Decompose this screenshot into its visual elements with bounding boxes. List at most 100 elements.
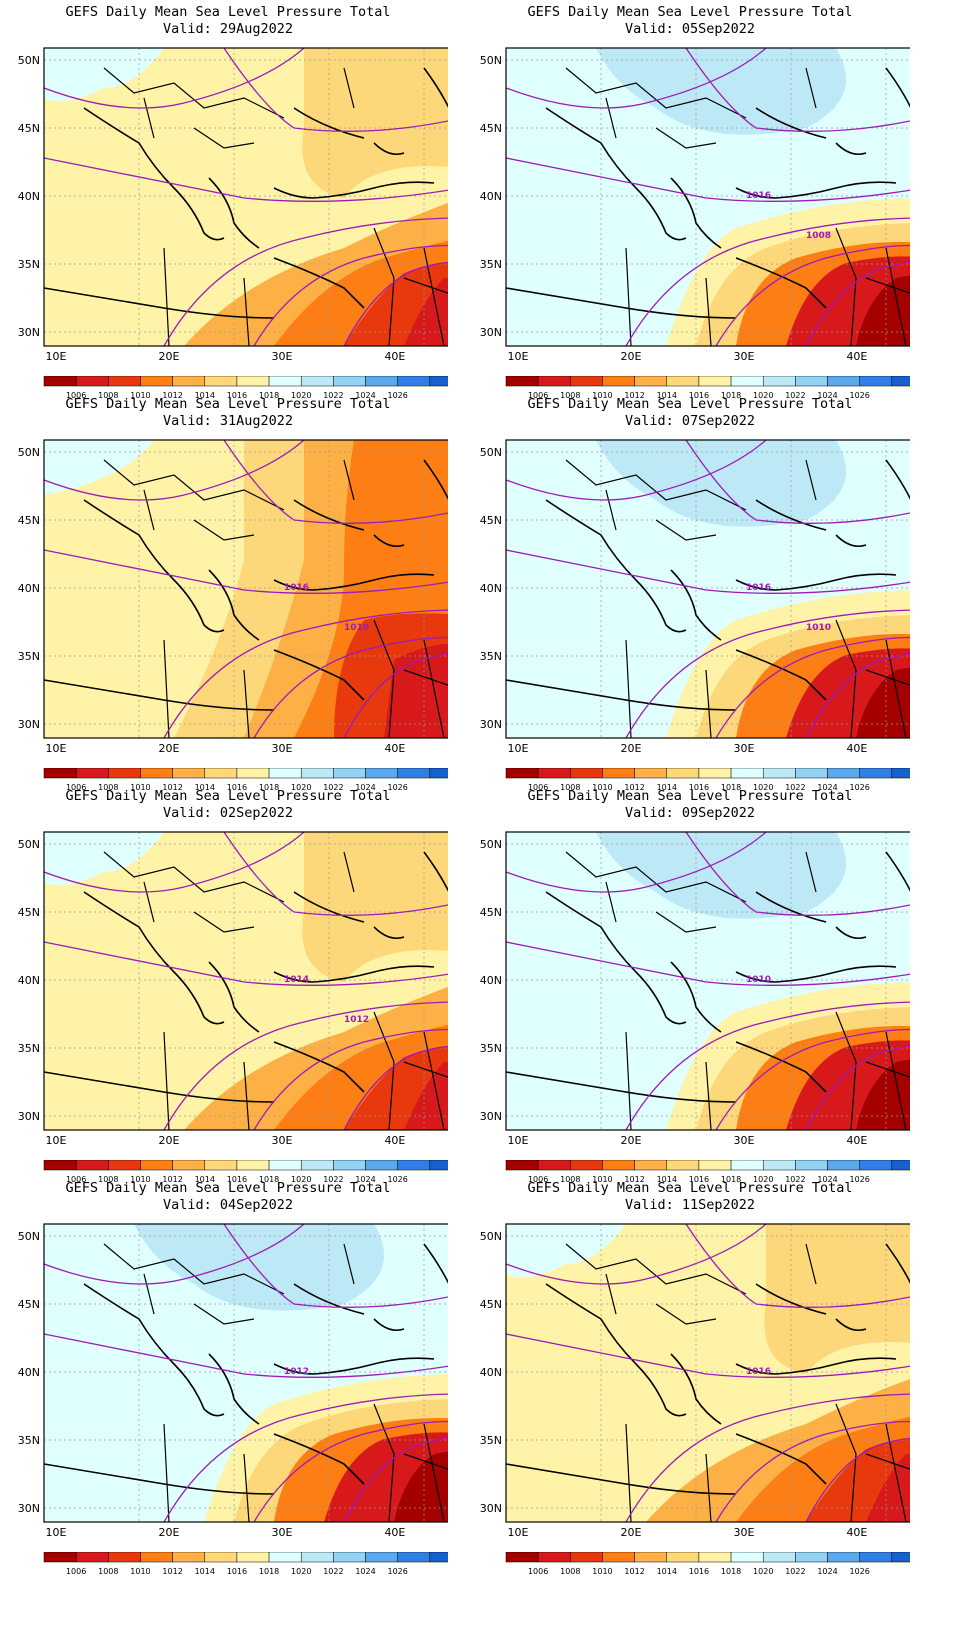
latitude-label: 50N — [18, 54, 40, 67]
map-plot-area: 1010 — [506, 832, 910, 1130]
colorbar-label: 1024 — [817, 391, 837, 400]
longitude-label: 30E — [733, 350, 754, 363]
longitude-label: 40E — [384, 742, 405, 755]
colorbar-swatch — [268, 376, 302, 387]
colorbar-swatch — [43, 1552, 77, 1563]
isobar-line — [715, 1420, 910, 1522]
colorbar-swatch — [108, 1160, 141, 1171]
colorbar-label: 1020 — [753, 1567, 773, 1576]
colorbar-swatch — [172, 768, 206, 779]
coastline — [44, 459, 448, 711]
colorbar-swatch — [172, 376, 206, 387]
isobar-line — [44, 832, 305, 893]
isobar-line — [715, 244, 910, 346]
colorbar-swatch — [602, 768, 635, 779]
colorbar-swatch — [505, 376, 539, 387]
colorbar-swatch — [300, 768, 334, 779]
colorbar-swatch — [795, 1552, 828, 1563]
colorbar-label: 1012 — [624, 391, 644, 400]
pressure-colorbar: 1006 1008 1010 1012 1014 1016 1018 1020 1022 1024… — [505, 376, 910, 400]
colorbar-swatch — [236, 1160, 270, 1171]
colorbar-swatch — [204, 376, 238, 387]
panel-valid-date: Valid: 31Aug2022 — [162, 413, 294, 429]
coastline — [506, 459, 910, 711]
colorbar-swatch — [505, 768, 539, 779]
longitude-label: 20E — [158, 1526, 179, 1539]
colorbar-label: 1022 — [785, 391, 805, 400]
colorbar-swatch — [365, 1552, 398, 1563]
colorbar-label: 1026 — [850, 391, 870, 400]
coastline — [44, 851, 448, 1103]
colorbar-swatch — [505, 1160, 539, 1171]
colorbar-swatch — [634, 768, 668, 779]
colorbar-swatch — [429, 1160, 448, 1171]
latitude-label: 30N — [18, 326, 40, 339]
colorbar-label: 1008 — [98, 391, 118, 400]
colorbar-label: 1016 — [689, 1175, 709, 1184]
latitude-label: 40N — [18, 190, 40, 203]
isobar-line — [44, 440, 305, 501]
colorbar-swatch — [891, 376, 910, 387]
colorbar-swatch — [365, 1160, 398, 1171]
latitude-label: 50N — [18, 446, 40, 459]
colorbar-label: 1026 — [850, 783, 870, 792]
panel-valid-date: Valid: 05Sep2022 — [624, 21, 756, 37]
latitude-label: 45N — [480, 514, 502, 527]
isobar-line — [625, 609, 910, 738]
colorbar-label: 1018 — [259, 1175, 279, 1184]
latitude-label: 50N — [480, 54, 502, 67]
latitude-label: 50N — [18, 838, 40, 851]
map-panel: GEFS Daily Mean Sea Level Pressure Total… — [470, 784, 910, 1184]
isobar-line — [44, 941, 448, 986]
colorbar-label: 1006 — [66, 783, 86, 792]
colorbar-label: 1026 — [388, 783, 408, 792]
panel-title: GEFS Daily Mean Sea Level Pressure Total — [527, 4, 853, 20]
colorbar-label: 1024 — [817, 1175, 837, 1184]
pressure-band — [44, 440, 154, 495]
country-border — [103, 1243, 448, 1522]
colorbar-swatch — [730, 1552, 764, 1563]
colorbar-swatch — [300, 1552, 334, 1563]
map-panel: GEFS Daily Mean Sea Level Pressure Total… — [470, 0, 910, 400]
isobar-line — [506, 941, 910, 986]
colorbar-swatch — [570, 768, 603, 779]
colorbar-swatch — [333, 376, 366, 387]
country-border — [103, 67, 448, 346]
colorbar-swatch — [236, 1552, 270, 1563]
colorbar-swatch — [236, 376, 270, 387]
colorbar-swatch — [762, 376, 796, 387]
colorbar-label: 1012 — [624, 783, 644, 792]
colorbar-label: 1008 — [560, 783, 580, 792]
colorbar-label: 1012 — [162, 1567, 182, 1576]
isobar-line — [223, 440, 448, 524]
isobar-label: 1010 — [746, 975, 771, 985]
colorbar-label: 1020 — [291, 783, 311, 792]
isobar-line — [625, 1001, 910, 1130]
pressure-band — [596, 48, 846, 135]
colorbar-swatch — [333, 1160, 366, 1171]
colorbar-swatch — [570, 1552, 603, 1563]
latitude-label: 50N — [480, 446, 502, 459]
colorbar-label: 1010 — [592, 391, 612, 400]
colorbar-label: 1016 — [227, 783, 247, 792]
colorbar-label: 1026 — [388, 1175, 408, 1184]
isobar-label: 1016 — [284, 583, 309, 593]
isobar-line — [805, 1437, 910, 1522]
panel-valid-date: Valid: 02Sep2022 — [162, 805, 294, 821]
colorbar-label: 1008 — [98, 783, 118, 792]
map-frame — [43, 439, 448, 739]
colorbar-label: 1014 — [195, 1175, 215, 1184]
map-plot-area: 1016 — [506, 1224, 910, 1522]
colorbar-swatch — [795, 376, 828, 387]
latitude-label: 40N — [480, 582, 502, 595]
colorbar-label: 1020 — [753, 1175, 773, 1184]
colorbar-swatch — [634, 376, 668, 387]
longitude-label: 30E — [271, 1134, 292, 1147]
colorbar-label: 1018 — [721, 1567, 741, 1576]
pressure-map: 1010 50N 45N 40N 35N 30N 10E 20E 30E 40E — [480, 831, 910, 1147]
colorbar-label: 1014 — [657, 391, 677, 400]
colorbar-label: 1018 — [721, 391, 741, 400]
colorbar-label: 1018 — [259, 391, 279, 400]
colorbar-swatch — [859, 1552, 893, 1563]
panel-valid-date: Valid: 04Sep2022 — [162, 1197, 294, 1213]
